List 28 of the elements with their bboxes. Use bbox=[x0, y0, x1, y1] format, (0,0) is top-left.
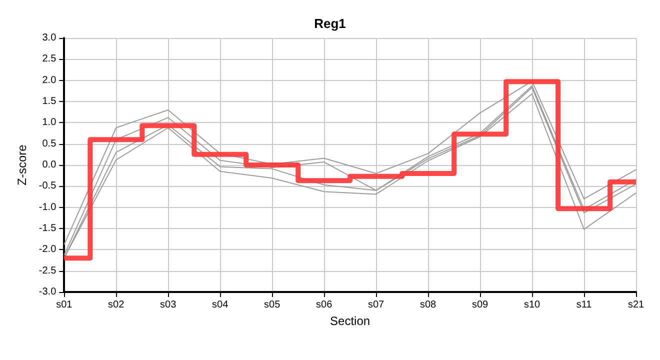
y-tick-label: -0.5 bbox=[38, 180, 57, 192]
y-tick-label: -1.5 bbox=[38, 223, 57, 234]
x-tick-label: s03 bbox=[160, 300, 177, 310]
y-tick-label: 2.0 bbox=[42, 74, 57, 86]
y-tick-label: 0.0 bbox=[42, 160, 57, 170]
x-tick-label: s09 bbox=[472, 300, 489, 310]
x-tick-label: s02 bbox=[108, 300, 125, 310]
x-tick-label: s10 bbox=[524, 300, 541, 310]
x-tick-label: s21 bbox=[628, 300, 644, 310]
y-tick-label: 1.0 bbox=[42, 117, 57, 128]
y-tick-label: -2.5 bbox=[38, 265, 57, 276]
y-tick-label: 2.5 bbox=[42, 54, 57, 65]
y-tick-label: -2.0 bbox=[38, 244, 57, 256]
x-tick-label: s08 bbox=[420, 300, 437, 310]
x-tick-label: s11 bbox=[576, 300, 592, 310]
y-tick-label: -3.0 bbox=[38, 286, 57, 298]
x-tick-label: s06 bbox=[316, 300, 333, 310]
y-tick-label: 0.5 bbox=[42, 138, 57, 150]
chart-title: Reg1 bbox=[314, 16, 346, 31]
y-tick-label: 3.0 bbox=[42, 32, 57, 44]
x-tick-label: s01 bbox=[56, 300, 73, 310]
x-tick-label: s04 bbox=[212, 300, 229, 310]
y-tick-label: 1.5 bbox=[42, 96, 57, 107]
x-axis-title: Section bbox=[330, 314, 370, 328]
y-tick-label: -1.0 bbox=[38, 202, 57, 213]
x-tick-label: s07 bbox=[368, 300, 385, 310]
x-tick-label: s05 bbox=[264, 300, 281, 310]
y-axis-title: Z-score bbox=[15, 144, 29, 186]
